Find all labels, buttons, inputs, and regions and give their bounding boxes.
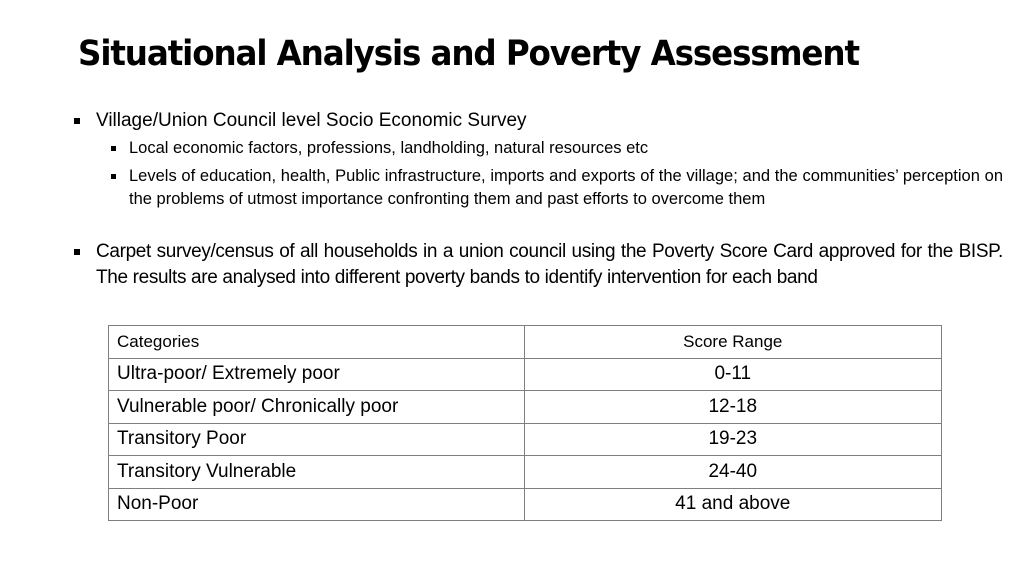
slide-title: Situational Analysis and Poverty Assessm… [78, 34, 860, 74]
table-header-row: Categories Score Range [108, 325, 943, 359]
bullet-socio-economic-survey: Village/Union Council level Socio Econom… [74, 108, 1003, 134]
score-range-cell: 41 and above [523, 487, 943, 521]
score-range-cell: 19-23 [523, 422, 943, 456]
column-header-score-range: Score Range [523, 325, 943, 359]
poverty-score-table: Categories Score Range Ultra-poor/ Extre… [108, 325, 943, 521]
category-cell: Ultra-poor/ Extremely poor [108, 357, 525, 391]
sub-bullet-levels-of-education: Levels of education, health, Public infr… [111, 165, 1003, 211]
sub-bullet-text: Local economic factors, professions, lan… [129, 139, 649, 157]
table-row: Transitory Poor 19-23 [108, 422, 943, 456]
table-row: Vulnerable poor/ Chronically poor 12-18 [108, 390, 943, 424]
bullet-text: Carpet survey/census of all households i… [96, 241, 1003, 288]
bullet-text: Village/Union Council level Socio Econom… [96, 110, 527, 131]
category-cell: Vulnerable poor/ Chronically poor [108, 390, 525, 424]
sub-bullet-text: Levels of education, health, Public infr… [129, 167, 1003, 208]
table-row: Ultra-poor/ Extremely poor 0-11 [108, 357, 943, 391]
category-cell: Transitory Vulnerable [108, 455, 525, 489]
score-range-cell: 12-18 [523, 390, 943, 424]
table-row: Transitory Vulnerable 24-40 [108, 455, 943, 489]
column-header-categories: Categories [108, 325, 525, 359]
table-row: Non-Poor 41 and above [108, 487, 943, 521]
score-range-cell: 24-40 [523, 455, 943, 489]
bullet-carpet-survey: Carpet survey/census of all households i… [74, 239, 1003, 290]
score-range-cell: 0-11 [523, 357, 943, 391]
category-cell: Transitory Poor [108, 422, 525, 456]
sub-bullet-economic-factors: Local economic factors, professions, lan… [111, 137, 1003, 160]
category-cell: Non-Poor [108, 487, 525, 521]
